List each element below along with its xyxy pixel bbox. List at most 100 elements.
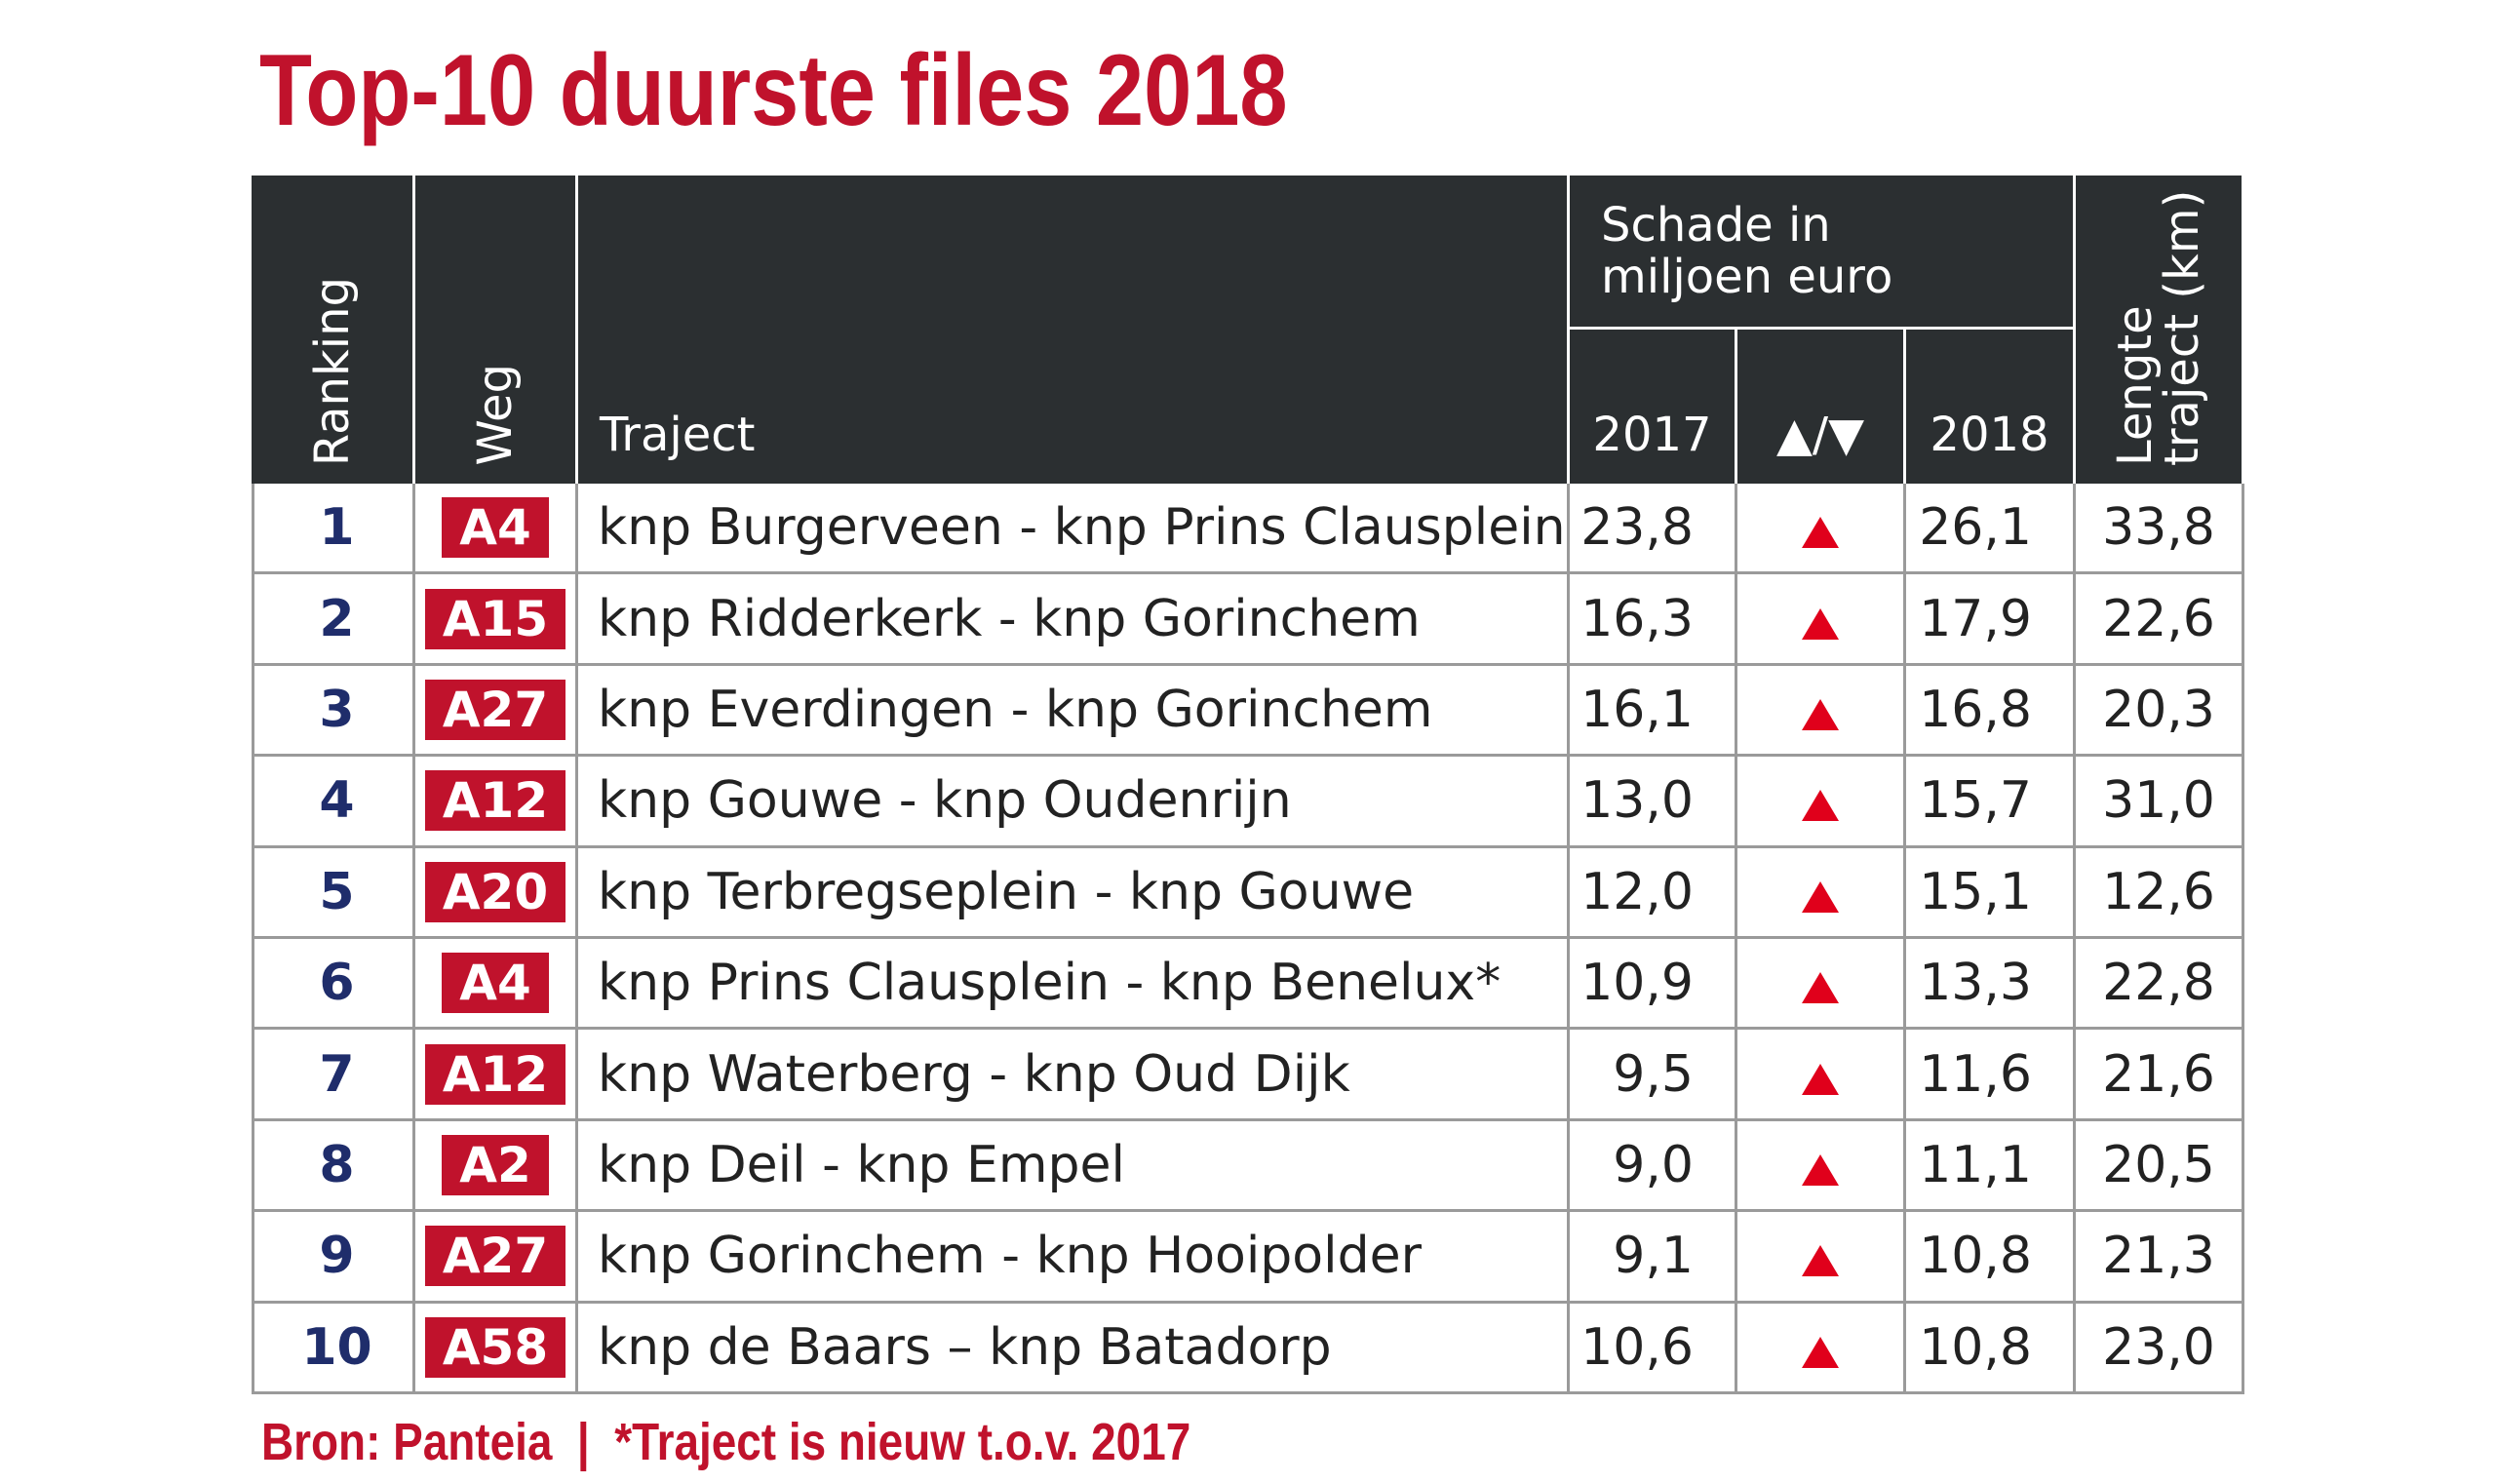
header-cell: 2017 (1570, 330, 1737, 484)
traject: knp Burgerveen - knp Prins Clausplein (578, 484, 1570, 575)
value-2017: 10,6 (1570, 1303, 1737, 1394)
rank: 4 (252, 757, 415, 848)
change-cell (1737, 939, 1906, 1031)
value-2017: 23,8 (1570, 484, 1737, 575)
value-2018: 26,1 (1906, 484, 2076, 575)
value-2017: 13,0 (1570, 757, 1737, 848)
value-2017: 9,0 (1570, 1120, 1737, 1213)
value-2017: 9,1 (1570, 1212, 1737, 1304)
change-cell (1737, 1212, 1906, 1304)
header-cell: Weg (415, 176, 578, 484)
up-icon (1802, 790, 1839, 822)
road-badge: A20 (424, 861, 566, 922)
change-cell (1737, 665, 1906, 758)
header-cell: ▲/▼ (1737, 330, 1906, 484)
value-2018: 11,6 (1906, 1030, 2076, 1121)
traject: knp Deil - knp Empel (578, 1120, 1570, 1213)
road-badge: A12 (424, 1043, 566, 1105)
header-cell: Ranking (252, 176, 415, 484)
traject: knp Ridderkerk - knp Gorinchem (578, 574, 1570, 666)
up-icon (1802, 517, 1839, 549)
value-2018: 13,3 (1906, 939, 2076, 1031)
length: 20,3 (2076, 665, 2244, 758)
footer: Bron: Panteia | *Traject is nieuw t.o.v.… (261, 1413, 1191, 1471)
road-cell: A15 (415, 574, 578, 666)
traject: knp Gouwe - knp Oudenrijn (578, 757, 1570, 848)
length: 12,6 (2076, 847, 2244, 939)
header-cell: 2018 (1906, 330, 2076, 484)
road-badge: A2 (442, 1134, 549, 1195)
header-cell: Schade in miljoen euro (1570, 176, 2076, 330)
road-cell: A27 (415, 665, 578, 758)
rank: 6 (252, 939, 415, 1031)
road-cell: A2 (415, 1120, 578, 1213)
road-cell: A12 (415, 757, 578, 848)
rank: 1 (252, 484, 415, 575)
up-icon (1802, 972, 1839, 1004)
length: 21,6 (2076, 1030, 2244, 1121)
traject: knp Terbregseplein - knp Gouwe (578, 847, 1570, 939)
length: 23,0 (2076, 1303, 2244, 1394)
up-icon (1802, 1063, 1839, 1095)
header-text: Ranking (304, 276, 360, 466)
table-border (252, 484, 254, 1394)
header-cell: Traject (578, 176, 1570, 484)
road-cell: A12 (415, 1030, 578, 1121)
change-cell (1737, 1303, 1906, 1394)
length: 33,8 (2076, 484, 2244, 575)
traject: knp Gorinchem - knp Hooipolder (578, 1212, 1570, 1304)
rank: 7 (252, 1030, 415, 1121)
value-2018: 10,8 (1906, 1212, 2076, 1304)
length: 31,0 (2076, 757, 2244, 848)
up-icon (1802, 1153, 1839, 1186)
value-2017: 16,1 (1570, 665, 1737, 758)
rank: 3 (252, 665, 415, 758)
value-2017: 12,0 (1570, 847, 1737, 939)
value-2018: 15,1 (1906, 847, 2076, 939)
rank: 2 (252, 574, 415, 666)
change-cell (1737, 757, 1906, 848)
road-badge: A12 (424, 770, 566, 832)
value-2018: 17,9 (1906, 574, 2076, 666)
rank: 5 (252, 847, 415, 939)
road-badge: A27 (424, 679, 566, 740)
value-2017: 16,3 (1570, 574, 1737, 666)
road-badge: A15 (424, 588, 566, 649)
road-cell: A4 (415, 939, 578, 1031)
change-cell (1737, 574, 1906, 666)
length: 20,5 (2076, 1120, 2244, 1213)
up-icon (1802, 607, 1839, 640)
value-2017: 10,9 (1570, 939, 1737, 1031)
length: 22,6 (2076, 574, 2244, 666)
up-icon (1802, 1245, 1839, 1277)
header-text: Weg (468, 364, 523, 466)
rank: 9 (252, 1212, 415, 1304)
traject: knp Everdingen - knp Gorinchem (578, 665, 1570, 758)
road-cell: A4 (415, 484, 578, 575)
length: 22,8 (2076, 939, 2244, 1031)
rank: 8 (252, 1120, 415, 1213)
value-2017: 9,5 (1570, 1030, 1737, 1121)
rank: 10 (252, 1303, 415, 1394)
up-icon (1802, 880, 1839, 913)
road-badge: A58 (424, 1316, 566, 1378)
traject: knp Prins Clausplein - knp Benelux* (578, 939, 1570, 1031)
header-cell: Lengte traject (km) (2076, 176, 2244, 484)
road-badge: A27 (424, 1226, 566, 1287)
traject: knp de Baars – knp Batadorp (578, 1303, 1570, 1394)
up-icon (1802, 1336, 1839, 1368)
value-2018: 15,7 (1906, 757, 2076, 848)
road-cell: A27 (415, 1212, 578, 1304)
header-text: Lengte traject (km) (2108, 189, 2209, 466)
length: 21,3 (2076, 1212, 2244, 1304)
value-2018: 10,8 (1906, 1303, 2076, 1394)
change-cell (1737, 484, 1906, 575)
road-badge: A4 (442, 497, 549, 559)
value-2018: 11,1 (1906, 1120, 2076, 1213)
title: Top-10 duurste files 2018 (259, 34, 1288, 147)
change-cell (1737, 1120, 1906, 1213)
road-cell: A58 (415, 1303, 578, 1394)
traject: knp Waterberg - knp Oud Dijk (578, 1030, 1570, 1121)
road-badge: A4 (442, 953, 549, 1014)
